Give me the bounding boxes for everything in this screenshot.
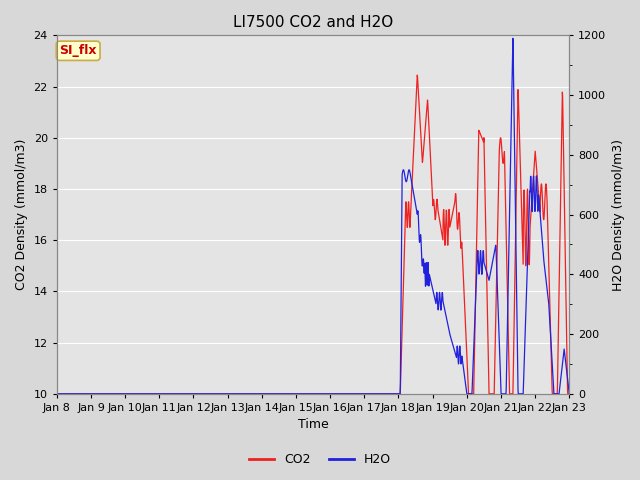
- H2O: [509, 36, 516, 41]
- Legend: CO2, H2O: CO2, H2O: [244, 448, 396, 471]
- Y-axis label: H2O Density (mmol/m3): H2O Density (mmol/m3): [612, 139, 625, 290]
- Line: H2O: H2O: [57, 38, 570, 394]
- H2O: [550, 391, 558, 396]
- Text: SI_flx: SI_flx: [60, 44, 97, 57]
- CO2: [289, 391, 296, 396]
- Line: CO2: CO2: [57, 75, 570, 394]
- H2O: [289, 391, 296, 396]
- H2O: [302, 391, 310, 396]
- X-axis label: Time: Time: [298, 419, 328, 432]
- CO2: [79, 391, 87, 396]
- H2O: [53, 391, 61, 396]
- Y-axis label: CO2 Density (mmol/m3): CO2 Density (mmol/m3): [15, 139, 28, 290]
- H2O: [551, 391, 559, 396]
- Title: LI7500 CO2 and H2O: LI7500 CO2 and H2O: [233, 15, 393, 30]
- CO2: [566, 391, 573, 396]
- H2O: [79, 391, 87, 396]
- CO2: [457, 242, 465, 248]
- CO2: [551, 391, 559, 396]
- CO2: [53, 391, 61, 396]
- CO2: [302, 391, 310, 396]
- H2O: [566, 391, 573, 396]
- CO2: [413, 72, 421, 78]
- CO2: [550, 391, 558, 396]
- H2O: [456, 350, 464, 356]
